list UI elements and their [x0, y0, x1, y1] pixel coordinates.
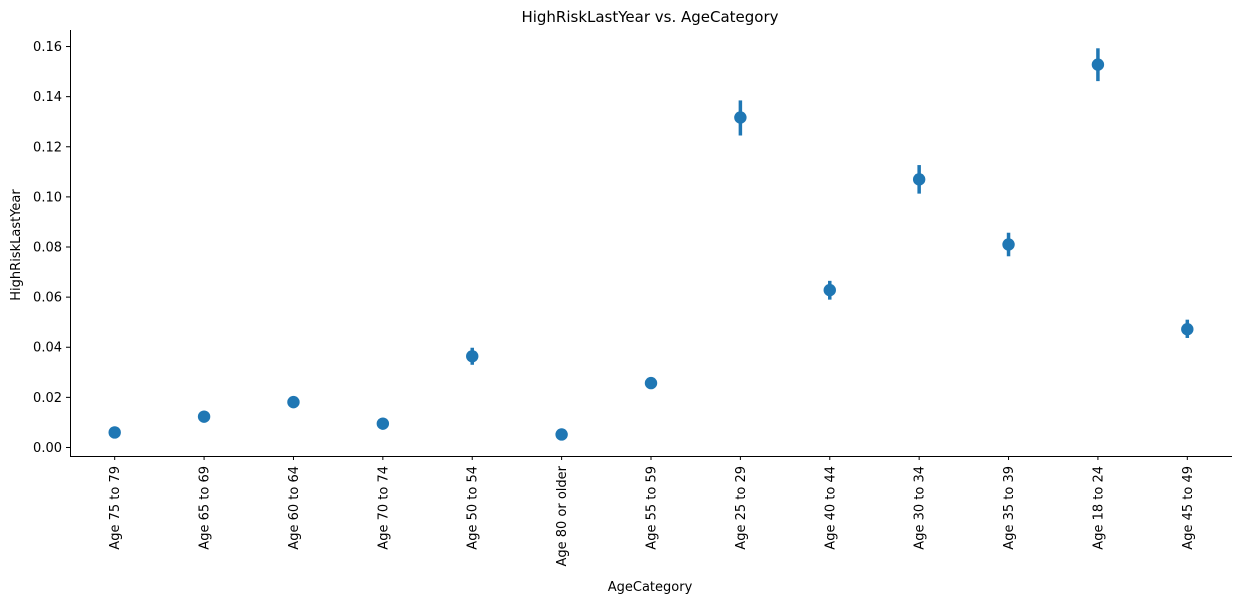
plot-area [108, 48, 1194, 441]
data-point [734, 111, 747, 124]
y-tick-label: 0.14 [33, 90, 62, 105]
data-point [823, 283, 836, 297]
x-tick-label: Age 80 or older [555, 465, 570, 566]
data-point [644, 376, 658, 390]
data-point [1091, 58, 1105, 71]
y-tick-label: 0.06 [33, 291, 62, 306]
data-point [1002, 238, 1015, 251]
x-tick-label: Age 30 to 34 [913, 466, 928, 550]
x-tick-label: Age 65 to 69 [198, 466, 213, 550]
y-tick-label: 0.12 [33, 140, 62, 155]
x-tick-label: Age 60 to 64 [287, 466, 302, 550]
x-tick-label: Age 25 to 29 [734, 466, 749, 550]
x-tick-label: Age 35 to 39 [1002, 466, 1017, 550]
data-point [466, 350, 479, 363]
x-tick-label: Age 55 to 59 [645, 466, 660, 550]
x-tick-label: Age 18 to 24 [1091, 466, 1106, 550]
x-tick-label: Age 75 to 79 [108, 466, 123, 550]
y-ticks: 0.00 0.02 0.04 0.06 0.08 0.10 0.12 0.14 0.16 [33, 40, 70, 456]
y-tick-label: 0.00 [33, 441, 62, 456]
x-tick-label: Age 40 to 44 [823, 466, 838, 550]
data-point [287, 395, 300, 409]
y-tick-label: 0.04 [33, 341, 62, 356]
x-ticks: Age 75 to 79 Age 65 to 69 Age 60 to 64 Age … [108, 456, 1196, 567]
data-point [555, 428, 568, 441]
y-tick-label: 0.08 [33, 241, 62, 256]
data-point [108, 426, 121, 439]
data-point [1181, 323, 1194, 336]
x-tick-label: Age 45 to 49 [1181, 466, 1196, 550]
data-point [376, 417, 390, 430]
data-point [912, 173, 926, 186]
y-axis-title: HighRiskLastYear [9, 189, 24, 301]
x-axis-title: AgeCategory [608, 580, 693, 595]
y-tick-label: 0.10 [33, 190, 62, 205]
data-point [197, 410, 211, 423]
x-tick-label: Age 70 to 74 [376, 466, 391, 550]
chart-title: HighRiskLastYear vs. AgeCategory [521, 8, 778, 26]
y-tick-label: 0.02 [33, 391, 62, 406]
y-tick-label: 0.16 [33, 40, 62, 55]
x-tick-label: Age 50 to 54 [466, 466, 481, 550]
